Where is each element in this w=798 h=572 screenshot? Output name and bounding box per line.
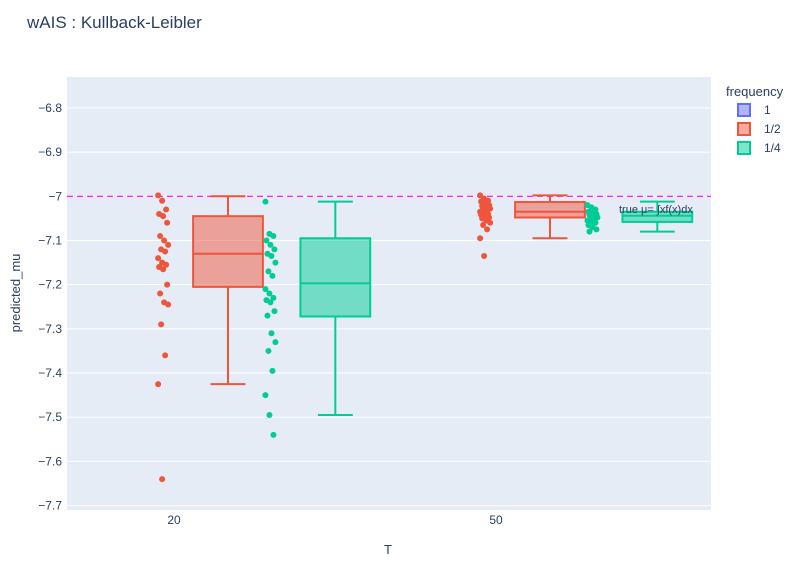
data-point <box>162 352 169 359</box>
data-point <box>264 312 271 319</box>
data-point <box>162 248 169 255</box>
y-tick-label: −7.3 <box>38 322 62 336</box>
x-tick-label: 50 <box>489 513 503 527</box>
data-point <box>267 299 274 306</box>
y-tick-label: −7 <box>48 189 62 203</box>
reference-annotation: true μ= ∫xf(x)dx <box>619 204 693 216</box>
x-tick-label: 20 <box>167 513 181 527</box>
data-point <box>160 213 167 220</box>
box-1-4-50 <box>621 200 694 233</box>
data-point <box>270 294 277 301</box>
data-point <box>586 228 593 235</box>
data-point <box>164 281 171 288</box>
data-point <box>160 266 167 273</box>
data-point <box>263 237 270 244</box>
data-point <box>270 431 277 438</box>
data-point <box>164 219 171 226</box>
legend-label: 1/4 <box>764 141 781 155</box>
data-point <box>159 476 166 483</box>
legend-swatch <box>737 122 751 136</box>
data-point <box>165 301 172 308</box>
data-point <box>265 268 272 275</box>
data-point <box>477 235 484 242</box>
data-point <box>270 233 277 240</box>
box-iqr <box>192 215 264 288</box>
data-point <box>157 290 164 297</box>
data-point <box>262 286 269 293</box>
data-point <box>155 381 162 388</box>
data-point <box>165 241 172 248</box>
legend: frequency 1 1/2 1/4 <box>726 84 784 155</box>
legend-swatch <box>737 103 751 117</box>
y-tick-label: −7.1 <box>38 233 62 247</box>
box-iqr <box>299 237 372 318</box>
box-iqr <box>514 201 586 219</box>
chart-title: wAIS : Kullback-Leibler <box>26 13 202 32</box>
box-iqr <box>621 210 694 223</box>
data-point <box>272 339 279 346</box>
data-point <box>265 347 272 354</box>
data-point <box>481 252 488 259</box>
data-point <box>155 192 162 199</box>
data-point <box>155 255 162 262</box>
data-point <box>271 308 278 315</box>
legend-label: 1/2 <box>764 122 781 136</box>
data-point <box>161 237 168 244</box>
data-point <box>266 290 273 297</box>
data-point <box>157 233 164 240</box>
legend-swatch <box>737 141 751 155</box>
data-point <box>163 206 170 213</box>
y-tick-label: −7.4 <box>38 366 62 380</box>
data-point <box>262 198 269 205</box>
data-point <box>272 259 279 266</box>
data-point <box>158 321 165 328</box>
data-point <box>159 197 166 204</box>
data-point <box>266 412 273 419</box>
data-point <box>487 219 494 226</box>
y-tick-label: −7.5 <box>38 410 62 424</box>
data-point <box>269 367 276 374</box>
data-point <box>269 272 276 279</box>
x-axis-title: T <box>384 542 392 557</box>
data-point <box>480 222 487 229</box>
box-1-2-50 <box>514 194 586 240</box>
data-point <box>593 226 600 233</box>
data-point <box>262 392 269 399</box>
data-point <box>268 252 275 259</box>
data-point <box>484 226 491 233</box>
legend-title: frequency <box>726 84 784 99</box>
data-point <box>267 241 274 248</box>
y-axis-title: predicted_mu <box>8 254 23 333</box>
y-tick-label: −7.7 <box>38 499 62 513</box>
legend-label: 1 <box>764 103 771 117</box>
y-tick-label: −7.2 <box>38 278 62 292</box>
box-1-2-20 <box>192 195 264 386</box>
y-tick-label: −7.6 <box>38 454 62 468</box>
y-tick-label: −6.8 <box>38 101 62 115</box>
data-point <box>268 330 275 337</box>
box-1-4-20 <box>299 200 372 417</box>
plot-area <box>67 77 711 510</box>
data-point <box>271 246 278 253</box>
y-tick-label: −6.9 <box>38 145 62 159</box>
data-point <box>592 219 599 226</box>
data-point <box>163 261 170 268</box>
